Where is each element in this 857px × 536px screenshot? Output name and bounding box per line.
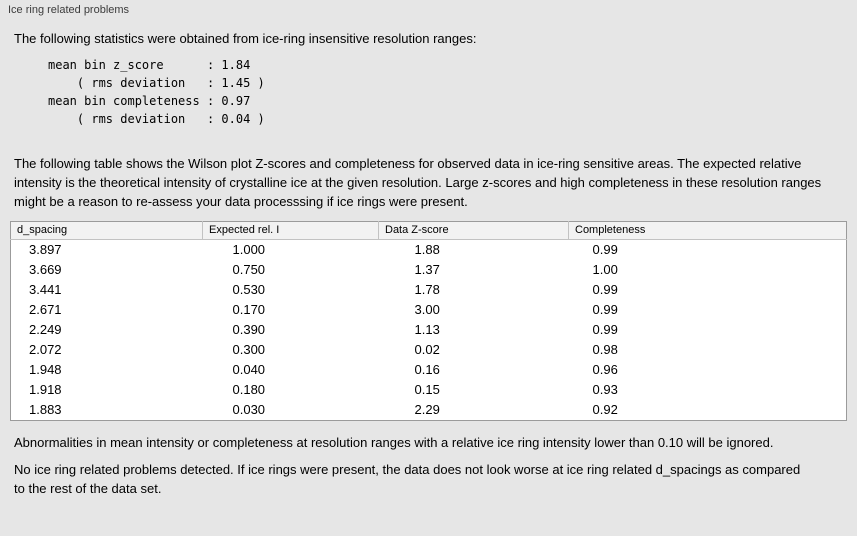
table-cell: 1.918 [29, 382, 62, 397]
table-cell: 0.93 [592, 382, 618, 397]
table-row[interactable]: 3.669 0.750 1.37 1.00 [11, 260, 847, 280]
table-cell: 1.88 [414, 242, 440, 257]
table-cell: 0.030 [232, 402, 266, 417]
table-cell: 0.99 [592, 282, 618, 297]
table-cell: 1.948 [29, 362, 62, 377]
intro-text: The following statistics were obtained f… [14, 31, 477, 46]
table-cell: 0.02 [414, 342, 440, 357]
conclusion-text: No ice ring related problems detected. I… [14, 462, 801, 496]
table-cell: 2.671 [29, 302, 62, 317]
ignore-note: Abnormalities in mean intensity or compl… [14, 435, 774, 450]
table-cell: 0.98 [592, 342, 618, 357]
table-cell: 2.072 [29, 342, 62, 357]
table-cell: 1.13 [414, 322, 440, 337]
table-cell: 3.669 [29, 262, 62, 277]
table-cell: 0.16 [414, 362, 440, 377]
table-cell: 0.99 [592, 302, 618, 317]
table-cell: 1.37 [414, 262, 440, 277]
table-row[interactable]: 1.883 0.030 2.29 0.92 [11, 400, 847, 421]
table-header-row: d_spacing Expected rel. I Data Z-score C… [10, 221, 847, 240]
table-cell: 3.897 [29, 242, 62, 257]
table-row[interactable]: 1.948 0.040 0.16 0.96 [11, 360, 847, 380]
ice-ring-panel: Ice ring related problems The following … [8, 4, 847, 496]
table-cell: 1.78 [414, 282, 440, 297]
table-cell: 1.883 [29, 402, 62, 417]
col-header-expected-rel-i[interactable]: Expected rel. I [202, 221, 379, 240]
panel-title: Ice ring related problems [8, 4, 130, 16]
table-cell: 0.300 [232, 342, 266, 357]
col-header-data-z-score[interactable]: Data Z-score [378, 221, 569, 240]
table-row[interactable]: 1.918 0.180 0.15 0.93 [11, 380, 847, 400]
table-cell: 0.530 [232, 282, 266, 297]
table-cell: 0.99 [592, 322, 618, 337]
table-header: d_spacing Expected rel. I Data Z-score C… [10, 221, 847, 240]
table-row[interactable]: 2.671 0.170 3.00 0.99 [11, 300, 847, 320]
table-row[interactable]: 2.072 0.300 0.02 0.98 [11, 340, 847, 360]
col-header-completeness[interactable]: Completeness [568, 221, 847, 240]
table-row[interactable]: 3.441 0.530 1.78 0.99 [11, 280, 847, 300]
table-cell: 0.96 [592, 362, 618, 377]
col-header-d-spacing[interactable]: d_spacing [10, 221, 203, 240]
table-cell: 0.750 [232, 262, 266, 277]
table-cell: 3.00 [414, 302, 440, 317]
table-cell: 3.441 [29, 282, 62, 297]
table-cell: 0.92 [592, 402, 618, 417]
table-cell: 0.390 [232, 322, 266, 337]
table-cell: 0.99 [592, 242, 618, 257]
table-cell: 2.249 [29, 322, 62, 337]
table-cell: 1.000 [232, 242, 266, 257]
table-cell: 0.170 [232, 302, 266, 317]
table-description: The following table shows the Wilson plo… [14, 156, 822, 209]
table-cell: 0.15 [414, 382, 440, 397]
table-row[interactable]: 3.897 1.000 1.88 0.99 [11, 240, 847, 261]
table-row[interactable]: 2.249 0.390 1.13 0.99 [11, 320, 847, 340]
table-body: 3.897 1.000 1.88 0.99 3.669 0.750 1.37 1.00 3.44… [11, 240, 847, 421]
stats-block: mean bin z_score : 1.84 ( rms deviation … [48, 58, 265, 126]
table-cell: 1.00 [592, 262, 618, 277]
ice-ring-table: d_spacing Expected rel. I Data Z-score C… [10, 221, 847, 421]
table-cell: 0.180 [232, 382, 266, 397]
table-cell: 2.29 [414, 402, 440, 417]
table-cell: 0.040 [232, 362, 266, 377]
